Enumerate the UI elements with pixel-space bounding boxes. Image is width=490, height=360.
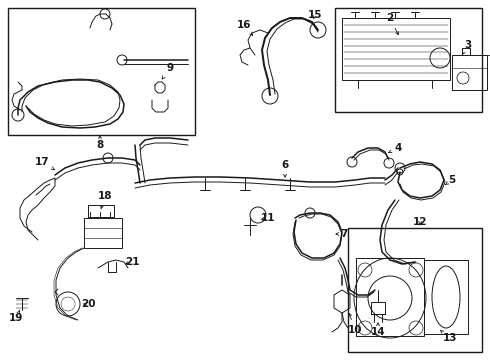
Bar (452, 55, 487, 90)
Bar (84, 218, 122, 248)
Bar (356, 258, 424, 336)
Text: 4: 4 (389, 143, 402, 153)
Bar (8, 8, 195, 135)
Bar (342, 18, 450, 80)
Text: 20: 20 (81, 299, 95, 309)
Text: 5: 5 (445, 175, 456, 185)
Text: 16: 16 (237, 20, 253, 35)
Text: 12: 12 (413, 217, 427, 227)
Text: 2: 2 (387, 13, 398, 35)
Bar (88, 205, 114, 217)
Text: 9: 9 (162, 63, 173, 79)
Text: 8: 8 (97, 136, 103, 150)
Bar (371, 302, 385, 314)
Text: 21: 21 (125, 257, 139, 267)
Text: 3: 3 (463, 40, 472, 54)
Text: 10: 10 (348, 314, 362, 335)
Text: 17: 17 (35, 157, 54, 170)
Text: 15: 15 (308, 10, 322, 20)
Bar (335, 8, 482, 112)
Bar (348, 228, 482, 352)
Text: 18: 18 (98, 191, 112, 208)
Text: 14: 14 (371, 323, 385, 337)
Text: 11: 11 (261, 213, 275, 223)
Text: 13: 13 (440, 330, 457, 343)
Text: 6: 6 (281, 160, 289, 177)
Bar (424, 260, 468, 334)
Text: 7: 7 (336, 229, 348, 239)
Text: 19: 19 (9, 310, 23, 323)
